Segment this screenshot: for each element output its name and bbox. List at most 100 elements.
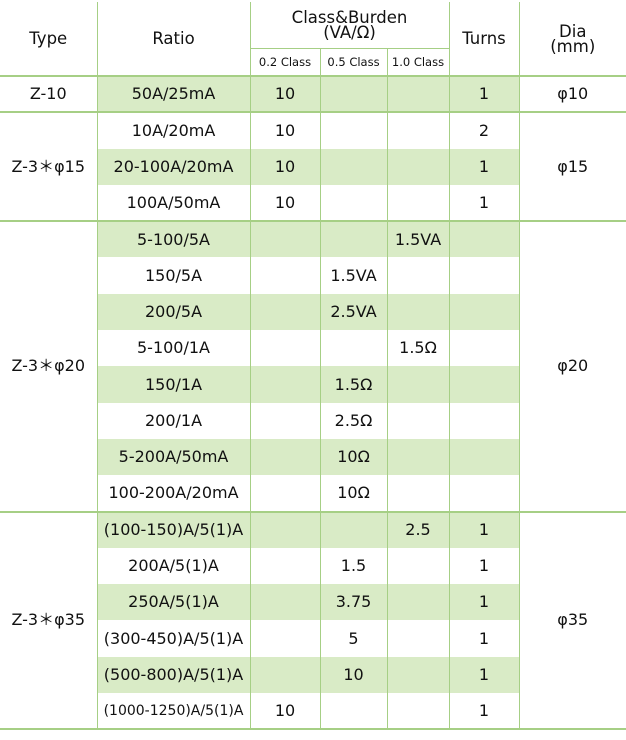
class-0-2-cell (250, 620, 321, 657)
class-0-5-cell: 10Ω (320, 475, 388, 513)
class-0-5-cell: 5 (320, 620, 388, 657)
class-1-0-cell (387, 475, 450, 513)
class-0-5-cell (320, 112, 388, 149)
class-0-2-cell (250, 221, 321, 258)
class-1-0-cell (387, 402, 450, 439)
turns-cell: 1 (449, 148, 520, 185)
class-1-0-cell (387, 293, 450, 331)
turns-cell (449, 293, 520, 331)
ratio-cell: 10A/20mA (97, 112, 251, 149)
table-body: Z-10 50A/25mA 10 1 φ10 Z-3＊φ15 10A/20mA 10 2 φ15 2… (0, 76, 626, 731)
table-row: 20-100A/20mA 10 1 (0, 148, 626, 185)
class-0-5-cell: 10 (320, 656, 388, 694)
class-0-2-cell (250, 366, 321, 403)
type-cell: Z-10 (0, 76, 98, 114)
class-0-5-cell (320, 693, 388, 731)
table-row: 200/1A 2.5Ω (0, 402, 626, 439)
class-1-0-cell (387, 184, 450, 223)
class-0-5-cell (320, 221, 388, 258)
table-row: 250A/5(1)A 3.75 1 (0, 584, 626, 621)
header-class-0-5: 0.5 Class (320, 48, 388, 77)
turns-cell: 1 (449, 547, 520, 585)
class-0-5-cell (320, 330, 388, 367)
table-row: 100A/50mA 10 1 (0, 184, 626, 223)
table-row: 5-200A/50mA 10Ω (0, 438, 626, 476)
turns-cell (449, 402, 520, 439)
class-0-5-cell: 1.5 (320, 547, 388, 585)
ratio-cell: 5-200A/50mA (97, 438, 251, 476)
class-1-0-cell (387, 620, 450, 657)
turns-cell (449, 366, 520, 403)
ratio-cell: 250A/5(1)A (97, 584, 251, 621)
turns-cell: 1 (449, 511, 520, 548)
turns-cell: 1 (449, 76, 520, 114)
class-0-5-cell: 1.5VA (320, 257, 388, 294)
header-class-1-0: 1.0 Class (387, 48, 450, 77)
class-0-2-cell: 10 (250, 184, 321, 223)
ratio-cell: (100-150)A/5(1)A (97, 511, 251, 548)
turns-cell (449, 475, 520, 513)
class-0-5-cell: 10Ω (320, 438, 388, 476)
class-0-2-cell: 10 (250, 76, 321, 114)
class-0-2-cell (250, 402, 321, 439)
class-1-0-cell (387, 438, 450, 476)
class-0-5-cell (320, 511, 388, 548)
class-0-2-cell (250, 547, 321, 585)
class-1-0-cell (387, 584, 450, 621)
class-1-0-cell (387, 112, 450, 149)
header-dia: Dia (mm) (519, 2, 626, 77)
class-0-5-cell: 3.75 (320, 584, 388, 621)
turns-cell: 1 (449, 184, 520, 223)
dia-cell: φ10 (519, 76, 626, 114)
class-1-0-cell: 2.5 (387, 511, 450, 548)
class-0-2-cell (250, 257, 321, 294)
table-row: 200/5A 2.5VA (0, 293, 626, 331)
ratio-cell: 5-100/5A (97, 221, 251, 258)
header-dia-label: Dia (559, 21, 587, 41)
dia-cell: φ20 (519, 221, 626, 513)
ratio-cell: 150/5A (97, 257, 251, 294)
class-1-0-cell: 1.5VA (387, 221, 450, 258)
class-0-2-cell (250, 475, 321, 513)
ratio-cell: 150/1A (97, 366, 251, 403)
turns-cell: 1 (449, 656, 520, 694)
class-0-2-cell (250, 293, 321, 331)
class-1-0-cell (387, 693, 450, 731)
header-class-burden: Class&Burden (VA/Ω) (250, 2, 450, 49)
table-row: (1000-1250)A/5(1)A 10 1 (0, 693, 626, 731)
class-0-2-cell (250, 511, 321, 548)
class-1-0-cell (387, 76, 450, 114)
table-row: Z-3＊φ35 (100-150)A/5(1)A 2.5 1 φ35 (0, 511, 626, 731)
turns-cell (449, 221, 520, 258)
turns-cell: 1 (449, 584, 520, 621)
ratio-cell: (500-800)A/5(1)A (97, 656, 251, 694)
type-cell: Z-3＊φ35 (0, 511, 98, 731)
class-0-2-cell: 10 (250, 148, 321, 185)
ratio-cell: 200/1A (97, 402, 251, 439)
table-row: 200A/5(1)A 1.5 1 (0, 547, 626, 585)
ratio-cell: 100A/50mA (97, 184, 251, 223)
class-0-2-cell (250, 656, 321, 694)
class-0-5-cell: 2.5VA (320, 293, 388, 331)
table-row: 150/1A 1.5Ω (0, 366, 626, 403)
header-ratio: Ratio (97, 2, 251, 77)
header-class-burden-label: Class&Burden (291, 7, 408, 27)
type-cell: Z-3＊φ20 (0, 221, 98, 513)
turns-cell (449, 438, 520, 476)
ratio-cell: (1000-1250)A/5(1)A (97, 693, 251, 731)
ratio-cell: 20-100A/20mA (97, 148, 251, 185)
class-1-0-cell (387, 366, 450, 403)
table-row: (500-800)A/5(1)A 10 1 (0, 656, 626, 694)
class-0-5-cell (320, 76, 388, 114)
ratio-cell: 50A/25mA (97, 76, 251, 114)
turns-cell (449, 330, 520, 367)
class-1-0-cell (387, 257, 450, 294)
turns-cell: 1 (449, 693, 520, 731)
header-type: Type (0, 2, 98, 77)
turns-cell: 2 (449, 112, 520, 149)
table-row: 150/5A 1.5VA (0, 257, 626, 294)
header-turns: Turns (449, 2, 520, 77)
header-dia-unit: (mm) (550, 36, 596, 56)
class-0-5-cell (320, 148, 388, 185)
